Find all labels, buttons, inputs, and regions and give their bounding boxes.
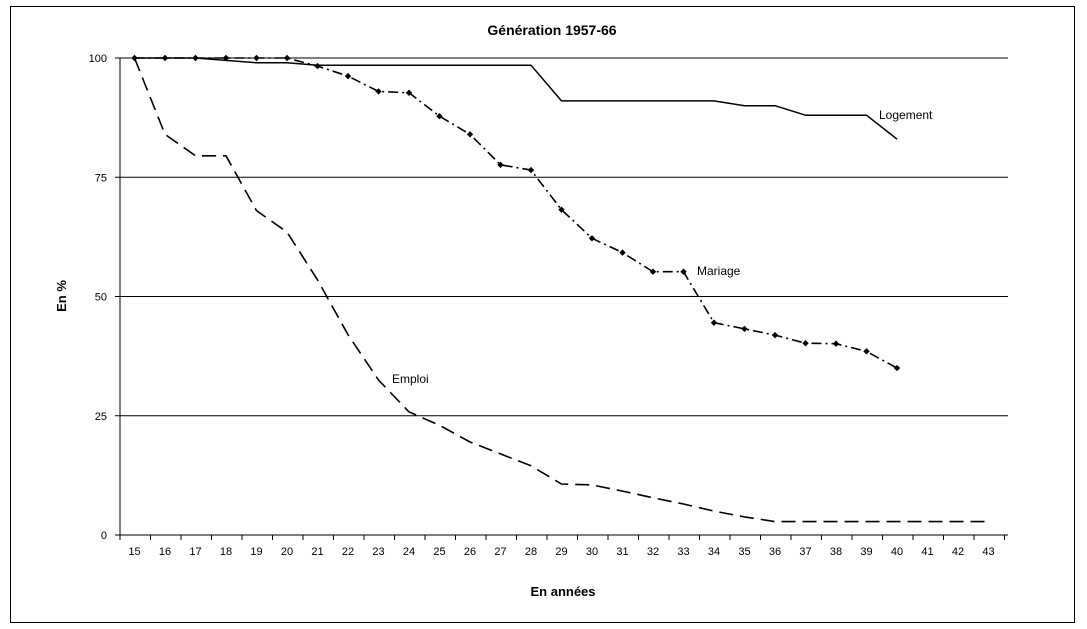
x-tick-label: 27 [494, 546, 506, 558]
series-point-mariage [497, 161, 504, 169]
x-tick-label: 15 [128, 546, 140, 558]
x-tick-label: 37 [799, 546, 811, 558]
series-point-mariage [405, 89, 413, 97]
y-tick-label: 0 [101, 530, 107, 542]
series-point-mariage [832, 340, 840, 347]
x-tick-label: 22 [342, 546, 354, 558]
series-point-mariage [161, 54, 169, 62]
x-tick-label: 42 [952, 546, 964, 558]
y-axis-label: En % [54, 280, 69, 312]
x-tick-label: 26 [464, 546, 476, 558]
series-point-mariage [558, 206, 565, 213]
x-tick-label: 30 [586, 546, 598, 558]
x-tick-label: 25 [433, 546, 445, 558]
series-point-mariage [344, 72, 352, 80]
series-line-emploi [133, 57, 989, 523]
y-tick-label: 100 [89, 53, 107, 65]
series-point-mariage [466, 131, 474, 138]
x-tick-label: 41 [921, 546, 933, 558]
series-point-mariage [314, 62, 321, 70]
series-point-mariage [893, 364, 901, 372]
x-axis-label: En années [530, 584, 595, 599]
series-point-mariage [222, 54, 230, 62]
x-tick-label: 29 [555, 546, 567, 558]
x-tick-label: 24 [403, 546, 415, 558]
x-tick-label: 17 [189, 546, 201, 558]
x-tick-label: 34 [708, 546, 720, 558]
series-point-mariage [375, 88, 382, 95]
x-tick-label: 33 [677, 546, 689, 558]
series-point-mariage [253, 54, 260, 62]
y-tick-label: 25 [95, 411, 107, 423]
x-tick-label: 36 [769, 546, 781, 558]
series-point-mariage [649, 268, 657, 275]
x-tick-label: 16 [159, 546, 171, 558]
series-point-mariage [527, 166, 535, 174]
series-point-mariage [741, 325, 748, 333]
series-point-mariage [771, 331, 779, 339]
x-tick-label: 21 [311, 546, 323, 558]
series-point-mariage [802, 340, 809, 347]
x-tick-label: 40 [891, 546, 903, 558]
series-point-mariage [436, 112, 443, 120]
series-point-mariage [863, 348, 870, 355]
series-line-logement [134, 57, 898, 140]
series-line-mariage [134, 57, 898, 369]
x-tick-label: 35 [738, 546, 750, 558]
series-point-mariage [619, 249, 626, 256]
x-tick-label: 31 [616, 546, 628, 558]
y-tick-label: 75 [95, 172, 107, 184]
series-point-mariage [680, 268, 687, 275]
x-tick-label: 19 [250, 546, 262, 558]
x-tick-label: 43 [982, 546, 994, 558]
series-point-mariage [588, 235, 596, 242]
x-tick-label: 23 [372, 546, 384, 558]
x-tick-label: 32 [647, 546, 659, 558]
series-point-mariage [283, 54, 291, 62]
annotation-mariage: Mariage [697, 264, 741, 278]
chart-frame [10, 6, 1075, 623]
series-point-mariage [710, 319, 718, 326]
x-tick-label: 38 [830, 546, 842, 558]
y-tick-label: 50 [95, 292, 107, 304]
x-tick-label: 18 [220, 546, 232, 558]
x-tick-label: 20 [281, 546, 293, 558]
x-tick-label: 28 [525, 546, 537, 558]
chart-title: Génération 1957-66 [487, 22, 616, 38]
series-point-mariage [192, 54, 199, 62]
annotation-emploi: Emploi [392, 372, 429, 386]
annotation-logement: Logement [879, 108, 933, 122]
x-tick-label: 39 [860, 546, 872, 558]
